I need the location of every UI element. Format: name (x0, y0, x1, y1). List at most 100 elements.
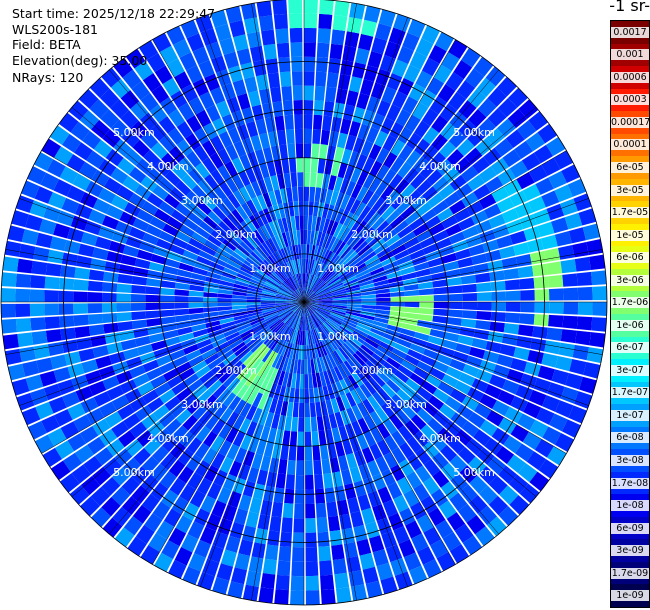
range-gate-cell (380, 185, 395, 201)
range-gate-cell (93, 198, 111, 214)
colorbar-tick-label: 1e-05 (611, 229, 649, 241)
range-gate-cell (252, 483, 266, 500)
range-gate-cell (349, 335, 363, 348)
range-gate-cell (467, 387, 484, 402)
range-gate-cell (564, 212, 583, 230)
range-gate-cell (310, 230, 315, 245)
range-gate-cell (152, 501, 171, 520)
ppi-spoke (303, 301, 537, 497)
range-gate-cell (145, 286, 161, 295)
range-gate-cell (320, 574, 335, 591)
range-gate-cell (337, 73, 351, 91)
range-gate-cell (276, 129, 287, 146)
range-gate-cell (487, 260, 504, 272)
range-gate-cell (123, 516, 143, 536)
range-gate-cell (154, 428, 172, 445)
range-gate-cell (236, 273, 252, 282)
range-gate-cell (346, 556, 361, 573)
range-gate-cell (172, 355, 189, 368)
range-gate-cell (148, 261, 165, 273)
range-gate-cell (131, 319, 148, 330)
range-gate-cell (361, 298, 377, 302)
range-gate-cell (205, 41, 223, 60)
range-gate-cell (244, 217, 257, 232)
colorbar-tick-label: 0.0017 (611, 26, 649, 38)
range-ring-label: 4.00km (147, 432, 189, 445)
range-gate-cell (561, 164, 581, 183)
range-gate-cell (231, 157, 245, 174)
range-gate-cell (231, 294, 247, 299)
range-gate-cell (127, 536, 147, 557)
range-gate-cell (253, 229, 265, 244)
colorbar-tick-label: 1e-07 (611, 409, 649, 421)
range-gate-cell (225, 177, 239, 194)
range-gate-cell (319, 248, 328, 263)
range-gate-cell (304, 302, 313, 315)
range-gate-cell (367, 460, 381, 477)
range-gate-cell (39, 370, 57, 387)
range-gate-cell (381, 530, 398, 549)
range-gate-cell (169, 186, 186, 203)
range-gate-cell (176, 269, 193, 279)
range-gate-cell (67, 227, 84, 243)
range-gate-cell (386, 357, 401, 370)
range-gate-cell (391, 393, 407, 409)
range-gate-cell (323, 473, 334, 489)
range-gate-cell (421, 186, 438, 202)
field-label: Field: BETA (12, 37, 81, 52)
range-gate-cell (228, 395, 242, 411)
range-gate-cell (227, 491, 242, 508)
range-gate-cell (534, 289, 550, 301)
range-gate-cell (452, 351, 469, 364)
range-gate-cell (258, 209, 269, 225)
range-gate-cell (142, 73, 162, 92)
range-gate-cell (395, 409, 411, 425)
range-gate-cell (340, 323, 354, 334)
range-gate-cell (544, 340, 561, 355)
range-gate-cell (185, 133, 201, 151)
range-gate-cell (436, 353, 453, 366)
range-gate-cell (260, 225, 271, 240)
range-gate-cell (427, 417, 444, 434)
range-gate-cell (304, 186, 310, 202)
range-gate-cell (353, 450, 367, 467)
range-gate-cell (462, 535, 483, 556)
range-gate-cell (261, 364, 272, 380)
range-gate-cell (67, 433, 87, 452)
range-gate-cell (418, 288, 434, 296)
ppi-spoke (71, 301, 305, 497)
range-gate-cell (346, 292, 362, 298)
range-gate-cell (163, 329, 179, 340)
range-gate-cell (287, 143, 296, 159)
range-gate-cell (261, 348, 273, 363)
range-gate-cell (331, 116, 342, 133)
range-gate-cell (75, 444, 94, 464)
range-gate-cell (296, 229, 301, 245)
range-gate-cell (258, 347, 271, 361)
range-gate-cell (459, 484, 478, 503)
range-gate-cell (435, 519, 454, 539)
range-gate-cell (343, 212, 354, 227)
range-gate-cell (304, 345, 308, 360)
range-gate-cell (559, 198, 578, 216)
range-gate-cell (345, 391, 357, 408)
range-gate-cell (123, 413, 141, 430)
range-gate-cell (206, 271, 222, 280)
range-gate-cell (393, 13, 411, 32)
range-gate-cell (326, 369, 336, 385)
range-gate-cell (343, 229, 355, 244)
range-gate-cell (388, 27, 406, 46)
range-gate-cell (172, 39, 191, 58)
range-gate-cell (56, 210, 75, 227)
range-gate-cell (294, 503, 304, 519)
range-gate-cell (188, 355, 205, 367)
range-gate-cell (417, 320, 433, 329)
colorbar-tick-label: 6e-06 (611, 252, 649, 264)
range-gate-cell (478, 485, 498, 505)
range-gate-cell (361, 294, 377, 299)
range-gate-cell (220, 321, 236, 329)
range-gate-cell (310, 329, 316, 345)
range-gate-cell (402, 32, 420, 51)
range-gate-cell (374, 23, 392, 41)
range-gate-cell (281, 517, 293, 533)
